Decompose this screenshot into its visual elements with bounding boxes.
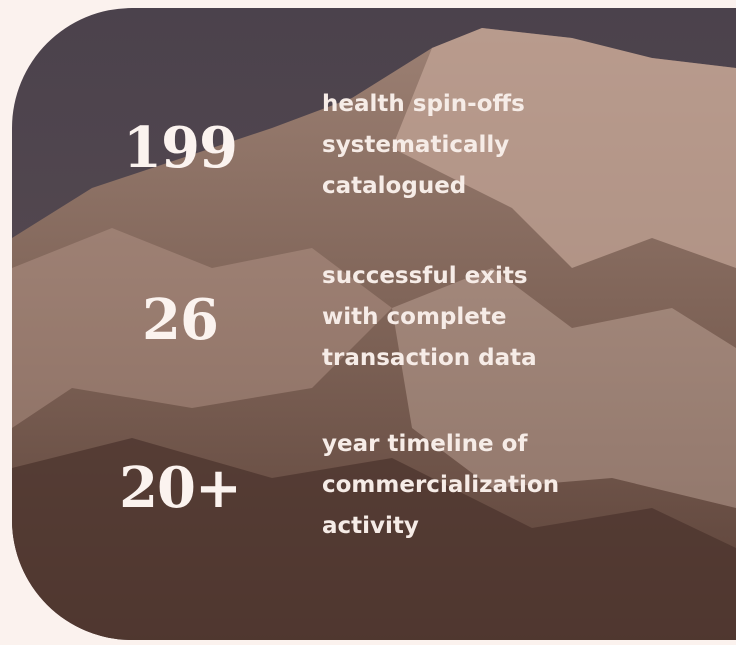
description-line: with complete [322,297,537,338]
description-line: catalogued [322,166,525,207]
description-line: transaction data [322,338,537,379]
description-line: activity [322,506,559,547]
description-line: successful exits [322,256,537,297]
description-line: systematically [322,125,525,166]
description-line: health spin-offs [322,84,525,125]
stat-number: 199 [60,118,300,178]
description-line: commercialization [322,465,559,506]
stat-number: 26 [60,290,300,350]
description-line: year timeline of [322,424,559,465]
stat-number: 20+ [60,458,300,518]
page: 199 health spin-offssystematicallycatalog… [0,0,736,645]
